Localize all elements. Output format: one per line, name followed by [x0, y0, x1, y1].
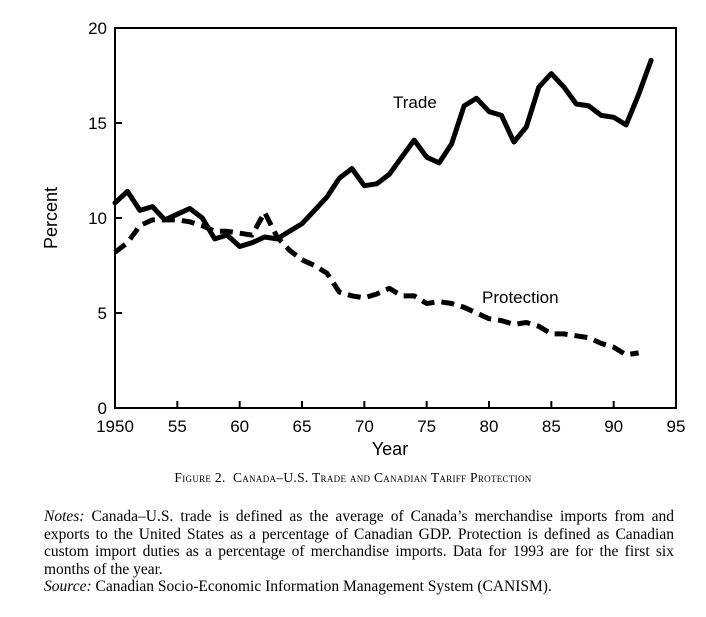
figure-caption: Figure 2. Canada–U.S. Trade and Canadian…: [0, 470, 706, 486]
x-tick-label: 1950: [96, 417, 134, 436]
x-tick-label: 65: [293, 417, 312, 436]
source-text: Canadian Socio-Economic Information Mana…: [95, 578, 552, 595]
series-label-protection: Protection: [482, 288, 559, 307]
y-tick-label: 20: [88, 19, 107, 38]
x-axis-title: Year: [372, 439, 408, 459]
series-label-trade: Trade: [393, 93, 437, 112]
y-tick-label: 15: [88, 114, 107, 133]
x-axis-ticks: 1950 55 60 65 70 75 80 85 90 95: [96, 401, 685, 436]
x-tick-label: 95: [667, 417, 686, 436]
notes-text: Canada–U.S. trade is defined as the aver…: [44, 508, 674, 578]
y-tick-label: 0: [98, 399, 107, 418]
series-line-trade: [112, 57, 654, 249]
line-chart: 1950 55 60 65 70 75 80 85 90 95 0 5 10 15 20 Trade Pr…: [41, 19, 685, 459]
series-lines: [112, 57, 654, 358]
source-paragraph: Source: Canadian Socio-Economic Informat…: [44, 578, 674, 596]
notes-label: Notes:: [44, 508, 85, 525]
figure-notes: Notes: Canada–U.S. trade is defined as t…: [44, 508, 674, 596]
figure-number: Figure 2.: [174, 470, 226, 485]
figure-title: Canada–U.S. Trade and Canadian Tariff Pr…: [233, 470, 532, 485]
source-label: Source:: [44, 578, 92, 595]
notes-paragraph: Notes: Canada–U.S. trade is defined as t…: [44, 508, 674, 578]
x-tick-label: 75: [417, 417, 436, 436]
y-axis-ticks: 0 5 10 15 20: [88, 19, 122, 418]
x-tick-label: 80: [480, 417, 499, 436]
x-tick-label: 85: [542, 417, 561, 436]
y-tick-label: 10: [88, 209, 107, 228]
x-tick-label: 90: [604, 417, 623, 436]
series-line-protection: [113, 209, 639, 358]
y-tick-label: 5: [98, 304, 107, 323]
x-tick-label: 55: [168, 417, 187, 436]
y-axis-title: Percent: [41, 187, 61, 249]
x-tick-label: 70: [355, 417, 374, 436]
x-tick-label: 60: [230, 417, 249, 436]
